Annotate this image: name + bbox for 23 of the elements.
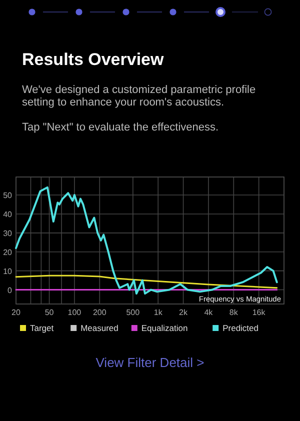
text: View Filter Detail > (96, 355, 204, 370)
y-tick-label: 40 (3, 210, 13, 219)
y-tick-label: 0 (8, 286, 13, 295)
x-tick-label: 20 (12, 308, 21, 317)
x-tick-label: 8k (229, 308, 239, 317)
legend-label: Equalization (141, 323, 188, 333)
x-tick-label: 100 (68, 308, 82, 317)
x-tick-label: 200 (92, 308, 107, 317)
y-tick-label: 30 (3, 228, 13, 238)
x-tick-label: 1k (154, 308, 164, 317)
chart-subtitle: We've designed a customized parametric profile setting to enhance your room's acoustics. Tap "Next" to evaluate the effectiveness. (22, 84, 256, 134)
legend-label: Target (30, 323, 54, 333)
x-tick-label: 2k (179, 308, 189, 317)
legend-label: Measured (80, 323, 119, 333)
chart-title: Results Overview (22, 50, 165, 69)
legend-label: Predicted (222, 323, 259, 333)
x-tick-label: 16k (252, 308, 266, 317)
x-tick-label: 50 (44, 308, 54, 317)
y-tick-label: 50 (3, 191, 13, 200)
x-tick-label: 500 (126, 308, 140, 317)
y-tick-label: 20 (3, 248, 13, 257)
y-tick-label: 10 (3, 266, 13, 276)
x-tick-label: 4k (204, 308, 214, 317)
